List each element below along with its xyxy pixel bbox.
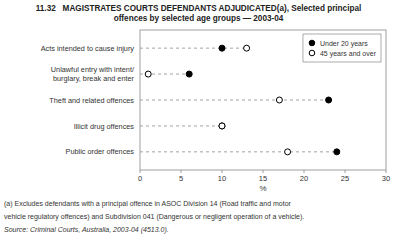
y-tick-label-line: Theft and related offences [49, 96, 134, 105]
legend-label: Under 20 years [320, 40, 368, 48]
plot-frame [140, 30, 386, 170]
dot [145, 71, 151, 77]
guide-line [140, 48, 247, 49]
title: 11.32 MAGISTRATES COURTS DEFENDANTS ADJU… [36, 4, 362, 13]
footnote: Source: Criminal Courts, Australia, 2003… [4, 226, 169, 234]
y-tick-label-line: Illicit drug offences [74, 122, 135, 131]
dot [285, 149, 291, 155]
x-tick [263, 170, 264, 173]
x-tick [345, 170, 346, 173]
legend-label: 45 years and over [320, 50, 377, 58]
guide-line [140, 125, 222, 126]
dot [334, 149, 340, 155]
dot [219, 45, 225, 51]
dot [326, 97, 332, 103]
y-tick-label: Illicit drug offences [74, 122, 135, 131]
x-tick-label: 10 [218, 174, 226, 183]
x-axis-label: % [259, 184, 266, 193]
y-tick-label: Unlawful entry with intent/burglary, bre… [51, 65, 135, 83]
y-tick-label-line: Public order offences [66, 147, 135, 156]
y-tick-label: Acts intended to cause injury [41, 44, 135, 53]
x-tick [181, 170, 182, 173]
x-tick [386, 170, 387, 173]
title: offences by selected age groups — 2003-0… [114, 14, 284, 23]
guide-line [140, 151, 337, 152]
x-tick-label: 25 [341, 174, 349, 183]
y-tick-label: Public order offences [66, 147, 135, 156]
x-tick [222, 170, 223, 173]
footnote: (a) Excludes defendants with a principal… [4, 200, 292, 208]
y-tick-label-line: burglary, break and enter [53, 74, 135, 83]
x-tick [304, 170, 305, 173]
legend-swatch [309, 50, 315, 56]
x-tick-label: 5 [179, 174, 183, 183]
dot [186, 71, 192, 77]
x-tick-label: 0 [138, 174, 142, 183]
x-tick-label: 30 [382, 174, 390, 183]
dot [219, 123, 225, 129]
dot [276, 97, 282, 103]
x-tick [140, 170, 141, 173]
footnote: vehicle regulatory offences) and Subdivi… [4, 213, 304, 221]
y-tick-label-line: Acts intended to cause injury [41, 44, 135, 53]
legend-swatch [309, 40, 315, 46]
dot [219, 123, 225, 129]
legend: Under 20 years 45 years and over [303, 34, 381, 62]
y-tick-label: Theft and related offences [49, 96, 134, 105]
x-tick-label: 20 [300, 174, 308, 183]
x-tick-label: 15 [259, 174, 267, 183]
guide-line [140, 100, 329, 101]
chart: 11.32 MAGISTRATES COURTS DEFENDANTS ADJU… [0, 0, 397, 246]
dot [244, 45, 250, 51]
legend-box [303, 34, 381, 62]
